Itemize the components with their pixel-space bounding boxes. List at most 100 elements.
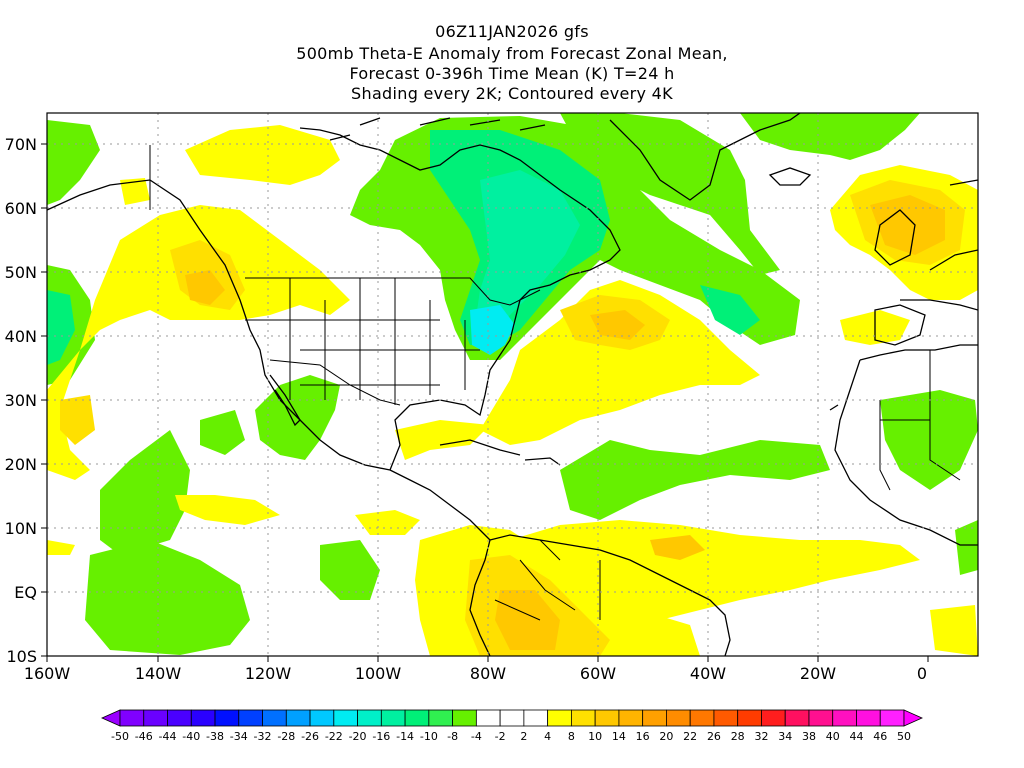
teal-area-atlantic — [700, 285, 760, 335]
colorbar-box — [737, 709, 762, 727]
colorbar-box — [452, 709, 477, 727]
colorbar-box — [689, 709, 715, 727]
colorbar-label: -32 — [254, 730, 272, 743]
colorbar-label: 26 — [707, 730, 721, 743]
coast-arctic-islands — [329, 117, 546, 141]
lon-label: 40W — [690, 664, 726, 683]
tick-marks — [41, 143, 929, 662]
colorbar-boxes — [101, 709, 923, 727]
coast-central-america — [389, 469, 491, 541]
border-africa — [879, 350, 961, 491]
colorbar-box — [214, 709, 240, 727]
colorbar-label: -14 — [396, 730, 414, 743]
orange-area-europe — [870, 195, 945, 255]
colorbar-arrow-right — [903, 709, 923, 727]
colorbar-label: 22 — [683, 730, 697, 743]
green-area-greenland — [560, 113, 780, 275]
lat-label: 40N — [5, 327, 37, 346]
colorbar-label: 8 — [568, 730, 575, 743]
lon-label: 20W — [800, 664, 836, 683]
colorbar-label: -10 — [420, 730, 438, 743]
colorbar-label: 34 — [778, 730, 792, 743]
green-area-north-atlantic — [740, 113, 920, 160]
colorbar-label: -22 — [325, 730, 343, 743]
lat-label: 20N — [5, 455, 37, 474]
coast-south-america-west — [469, 539, 491, 656]
colorbar-box — [285, 709, 311, 727]
lon-label: 100W — [355, 664, 402, 683]
green-area-caribbean — [560, 440, 830, 520]
colorbar-box — [879, 709, 905, 727]
colorbar-label: -38 — [206, 730, 224, 743]
orange-area-northwest-canada — [185, 270, 225, 305]
colorbar-label: 44 — [849, 730, 863, 743]
lon-label: 160W — [24, 664, 71, 683]
colorbar-box — [856, 709, 881, 727]
border-us-states — [245, 278, 480, 405]
colorbar-label: -2 — [495, 730, 506, 743]
teal-area-pacific — [47, 290, 75, 365]
coast-iberia — [874, 304, 926, 346]
lat-label: 60N — [5, 199, 37, 218]
gold-area-pacific — [60, 395, 95, 445]
grid-lines — [47, 113, 978, 656]
green-area-west-africa — [880, 390, 978, 490]
lat-label: 10S — [6, 647, 37, 666]
yellow-area-gulf-of-mexico — [395, 420, 490, 460]
green-area-south-pacific — [85, 540, 250, 655]
lon-label: 80W — [470, 664, 506, 683]
colorbar-box — [309, 709, 335, 727]
colorbar-label: 10 — [588, 730, 602, 743]
colorbar-box — [238, 709, 263, 727]
lat-label: 30N — [5, 391, 37, 410]
colorbar-label: 28 — [731, 730, 745, 743]
colorbar-box — [547, 709, 572, 727]
colorbar-box — [499, 709, 525, 727]
colorbar-label: 50 — [897, 730, 911, 743]
colorbar-box — [570, 709, 596, 727]
border-south-america — [494, 539, 601, 621]
lon-label: 140W — [135, 664, 182, 683]
coast-south-america-north — [489, 534, 731, 656]
yellow-area-east-pacific-itcz — [175, 495, 280, 525]
lon-label: 120W — [245, 664, 292, 683]
colorbar-box — [357, 709, 382, 727]
coast-greenland — [609, 113, 801, 201]
colorbar: -50 -46 -44 -40 -38 -34 -32 -28 -26 -22 -20 -16 -14-… — [101, 709, 923, 743]
yellow-area-alaska-bit — [120, 178, 150, 205]
colorbar-box — [594, 709, 620, 727]
colorbar-box — [475, 709, 501, 727]
colorbar-labels: -50 -46 -44 -40 -38 -34 -32 -28 -26 -22 -20 -16 -14-… — [111, 730, 911, 743]
colorbar-label: -20 — [349, 730, 367, 743]
colorbar-box — [642, 709, 667, 727]
title-line-4: Shading every 2K; Contoured every 4K — [351, 84, 673, 103]
political-borders — [149, 145, 961, 621]
colorbar-label: -44 — [159, 730, 177, 743]
green-area-africa-east — [955, 520, 978, 575]
colorbar-label: 2 — [520, 730, 527, 743]
colorbar-box — [404, 709, 430, 727]
colorbar-box — [618, 709, 644, 727]
colorbar-label: -46 — [135, 730, 153, 743]
title-line-1: 06Z11JAN2026 gfs — [435, 22, 589, 41]
coast-gulf — [299, 127, 621, 471]
cyan-area-great-lakes — [470, 305, 515, 355]
lon-label: 0 — [917, 664, 927, 683]
colorbar-label: -50 — [111, 730, 129, 743]
title-line-2: 500mb Theta-E Anomaly from Forecast Zona… — [296, 44, 728, 63]
colorbar-label: 14 — [612, 730, 626, 743]
green-area-east-pacific — [320, 540, 380, 600]
colorbar-label: 32 — [754, 730, 768, 743]
title-line-3: Forecast 0-396h Time Mean (K) T=24 h — [349, 64, 675, 83]
coast-hispaniola — [524, 457, 561, 466]
teal-area-labrador — [475, 170, 580, 330]
colorbar-label: 46 — [873, 730, 887, 743]
colorbar-label: 20 — [659, 730, 673, 743]
latitude-labels: 70N 60N 50N 40N 30N 20N 10N EQ 10S — [5, 135, 37, 666]
colorbar-box — [713, 709, 739, 727]
coast-africa-west — [834, 344, 978, 546]
lat-label: 70N — [5, 135, 37, 154]
yellow-area-gulf-alaska — [47, 205, 350, 480]
colorbar-box — [380, 709, 406, 727]
